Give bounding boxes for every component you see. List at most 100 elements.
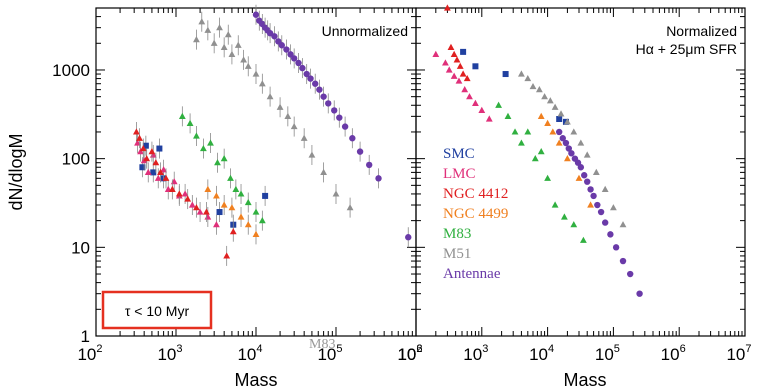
point-ngc-4412 (175, 190, 183, 197)
point-m83 (193, 132, 200, 139)
point-m83 (551, 201, 559, 208)
point-ngc-4499 (544, 119, 551, 126)
point-antennae (577, 164, 585, 171)
right-x-tick-label: 102 (397, 343, 422, 364)
left-points (133, 4, 412, 266)
point-smc (156, 145, 163, 152)
point-m51 (524, 74, 532, 82)
point-lmc (144, 168, 152, 175)
point-lmc (188, 201, 196, 208)
point-m83 (207, 139, 214, 146)
point-smc (460, 48, 467, 55)
point-m51 (564, 118, 571, 125)
point-ngc-4412 (148, 148, 156, 155)
point-lmc (466, 93, 473, 100)
point-antennae (568, 150, 575, 157)
point-m51 (308, 151, 316, 158)
point-smc (216, 209, 223, 216)
point-ngc-4412 (447, 43, 455, 50)
point-m83 (544, 174, 551, 181)
point-antennae (349, 135, 356, 142)
right-ticks: 102 103 104 105 106 107 (397, 7, 752, 364)
left-x-tick-label: 106 (397, 343, 422, 364)
point-lmc (461, 86, 469, 93)
point-smc (472, 63, 479, 70)
point-ngc-4412 (453, 56, 461, 63)
panel-right: 102 103 104 105 106 107 Normalized Hα + 25μm … (397, 4, 752, 390)
point-ngc-4412 (133, 128, 140, 135)
point-ngc-4412 (193, 204, 200, 211)
point-m51 (216, 24, 223, 31)
faint-m83-label: M83 (309, 337, 335, 352)
point-m51 (619, 221, 627, 228)
point-ngc-4499 (555, 139, 563, 146)
point-m51 (592, 168, 600, 175)
point-antennae (325, 100, 332, 107)
point-m51 (276, 103, 284, 110)
point-m51 (557, 110, 565, 117)
point-m83 (570, 221, 578, 228)
point-m51 (258, 80, 266, 87)
point-ngc-4499 (204, 185, 212, 193)
point-antennae (565, 145, 573, 152)
point-m51 (198, 18, 206, 25)
point-ngc-4412 (443, 4, 451, 11)
point-smc (556, 116, 563, 123)
point-m51 (320, 168, 328, 175)
point-m83 (258, 217, 266, 224)
point-antennae (607, 231, 614, 238)
point-m51 (300, 134, 308, 141)
legend-item-m83: M83 (443, 226, 471, 242)
point-lmc (442, 59, 449, 66)
point-m51 (529, 82, 537, 90)
point-ngc-4499 (587, 201, 594, 208)
point-lmc (154, 174, 162, 181)
point-m83 (178, 112, 186, 119)
right-x-tick-label: 106 (661, 343, 686, 364)
left-x-tick-label: 105 (317, 343, 342, 364)
point-antennae (299, 64, 306, 72)
point-antennae (562, 139, 570, 147)
point-m51 (240, 56, 248, 63)
point-antennae (365, 161, 373, 169)
point-lmc (478, 106, 486, 114)
point-antennae (341, 123, 349, 130)
point-ngc-4499 (228, 204, 236, 211)
point-m51 (228, 50, 236, 57)
legend-item-smc: SMC (443, 146, 475, 162)
point-m83 (214, 159, 221, 166)
point-ngc-4412 (136, 134, 143, 141)
point-m83 (232, 185, 240, 193)
point-m83 (579, 236, 587, 243)
point-lmc (196, 208, 204, 215)
point-m83 (495, 101, 502, 108)
point-antennae (287, 51, 294, 58)
left-x-tick-label: 104 (237, 343, 262, 364)
left-ticks: 102 103 104 105 106 1 10 100 1000 (52, 7, 423, 364)
point-m83 (518, 139, 525, 146)
point-antennae (581, 172, 588, 179)
point-lmc (181, 190, 189, 197)
point-lmc (160, 166, 168, 173)
point-antennae (601, 219, 609, 226)
point-m51 (224, 31, 232, 38)
point-ngc-4499 (564, 155, 571, 162)
legend-item-ngc-4499: NGC 4499 (443, 206, 508, 222)
point-ngc-4412 (203, 208, 210, 215)
point-antennae (619, 257, 627, 265)
point-antennae (612, 244, 620, 251)
point-m51 (266, 93, 274, 100)
legend: SMC LMC NGC 4412 NGC 4499 M83 M51 Antennae (443, 146, 508, 282)
point-m51 (284, 112, 292, 119)
point-m51 (210, 39, 218, 46)
point-m51 (252, 70, 260, 77)
point-m83 (560, 213, 568, 220)
point-m83 (252, 208, 260, 215)
point-m51 (234, 41, 242, 48)
point-ngc-4499 (237, 213, 245, 220)
x-axis-title-right: Mass (563, 370, 606, 390)
right-x-tick-label: 104 (529, 343, 554, 364)
point-m83 (220, 155, 228, 162)
point-lmc (485, 115, 493, 122)
point-smc (502, 71, 509, 78)
